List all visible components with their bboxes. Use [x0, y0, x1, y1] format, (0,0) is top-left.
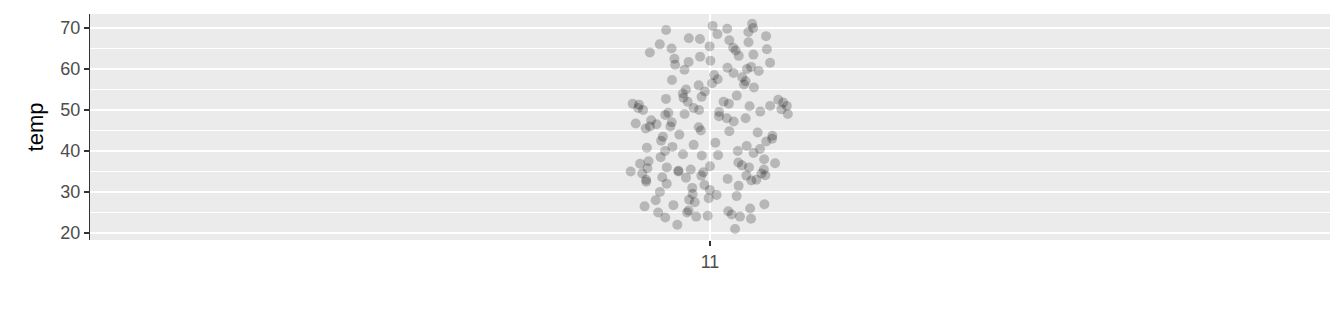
- svg-text:30: 30: [60, 182, 80, 202]
- svg-text:40: 40: [60, 141, 80, 161]
- svg-text:11: 11: [701, 252, 720, 272]
- svg-text:20: 20: [60, 223, 80, 243]
- svg-text:temp: temp: [23, 103, 48, 152]
- svg-text:50: 50: [60, 100, 80, 120]
- svg-text:60: 60: [60, 59, 80, 79]
- svg-text:70: 70: [60, 18, 80, 38]
